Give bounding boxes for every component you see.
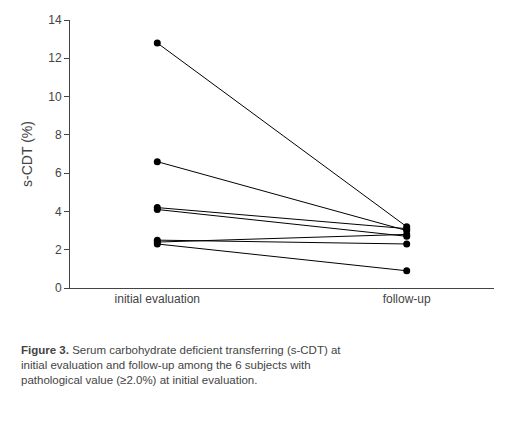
- svg-text:14: 14: [48, 13, 62, 27]
- svg-text:10: 10: [48, 90, 62, 104]
- svg-text:s-CDT (%): s-CDT (%): [19, 121, 35, 187]
- svg-text:initial evaluation: initial evaluation: [115, 292, 200, 306]
- svg-text:follow-up: follow-up: [383, 292, 431, 306]
- svg-text:2: 2: [55, 243, 62, 257]
- svg-text:8: 8: [55, 128, 62, 142]
- svg-text:Figure 3. Serum carbohydrate d: Figure 3. Serum carbohydrate deficient t…: [21, 344, 341, 386]
- svg-text:4: 4: [55, 205, 62, 219]
- svg-text:6: 6: [55, 166, 62, 180]
- svg-text:0: 0: [55, 281, 62, 295]
- svg-text:12: 12: [48, 51, 62, 65]
